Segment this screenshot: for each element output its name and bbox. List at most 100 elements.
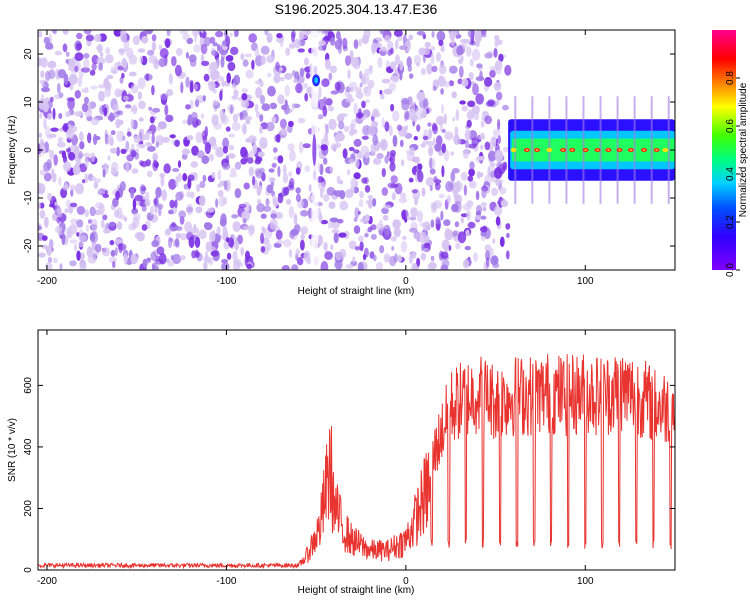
noise-blob — [420, 68, 426, 75]
noise-blob — [268, 168, 275, 173]
noise-blob — [387, 182, 397, 189]
spectral-feature — [312, 134, 317, 166]
noise-blob — [198, 229, 207, 240]
noise-blob — [90, 117, 100, 126]
noise-blob — [190, 161, 198, 168]
noise-blob — [242, 59, 249, 67]
noise-blob — [339, 200, 349, 211]
noise-blob — [240, 246, 245, 256]
noise-blob — [462, 259, 470, 269]
noise-blob — [130, 118, 134, 129]
x-tick-label: 100 — [577, 276, 594, 287]
noise-blob — [123, 95, 129, 101]
noise-blob — [428, 128, 433, 140]
noise-blob — [83, 53, 90, 59]
noise-blob — [229, 32, 233, 37]
noise-blob — [211, 171, 216, 179]
noise-blob — [455, 109, 460, 121]
noise-blob — [337, 218, 344, 224]
noise-blob — [475, 204, 483, 214]
noise-blob — [166, 30, 171, 37]
noise-blob — [105, 47, 111, 55]
noise-blob — [392, 73, 400, 83]
noise-blob — [58, 113, 63, 119]
noise-blob — [131, 208, 138, 215]
noise-blob — [46, 245, 52, 256]
noise-blob — [444, 229, 454, 241]
noise-blob — [84, 173, 89, 184]
noise-blob — [357, 262, 364, 270]
noise-blob — [82, 152, 91, 158]
noise-blob — [81, 103, 89, 113]
noise-blob — [404, 125, 408, 131]
noise-blob — [167, 261, 175, 267]
noise-blob — [150, 205, 154, 216]
noise-blob — [492, 255, 498, 264]
noise-blob — [109, 147, 118, 154]
noise-blob — [62, 43, 68, 53]
noise-blob — [200, 30, 204, 34]
noise-blob — [427, 122, 432, 127]
noise-blob — [89, 69, 96, 76]
noise-blob — [401, 159, 405, 167]
noise-blob — [304, 57, 309, 66]
noise-blob — [420, 252, 427, 261]
noise-blob — [62, 30, 69, 35]
colorbar-label: Normalized spectral amplitude — [738, 82, 749, 217]
noise-blob — [165, 228, 172, 235]
noise-blob — [431, 65, 438, 73]
band-peak — [662, 148, 669, 152]
noise-blob — [426, 140, 434, 147]
noise-blob — [328, 201, 336, 209]
noise-blob — [84, 209, 89, 218]
noise-blob — [383, 88, 393, 95]
noise-blob — [302, 143, 311, 149]
noise-blob — [305, 72, 311, 79]
colorbar-tick-label: 0.0 — [725, 263, 736, 277]
noise-blob — [417, 170, 424, 183]
noise-blob — [132, 222, 136, 229]
noise-blob — [138, 100, 146, 110]
noise-blob — [473, 252, 478, 263]
noise-blob — [110, 161, 119, 174]
snr-x-label: Height of straight line (km) — [298, 585, 415, 596]
noise-blob — [203, 36, 211, 47]
noise-blob — [277, 165, 281, 178]
noise-blob — [440, 210, 444, 221]
noise-blob — [348, 240, 357, 250]
noise-blob — [451, 167, 460, 174]
noise-blob — [407, 65, 412, 72]
noise-blob — [234, 240, 239, 251]
noise-blob — [438, 39, 444, 47]
noise-blob — [103, 229, 111, 234]
noise-blob — [286, 185, 295, 191]
noise-blob — [108, 222, 115, 227]
noise-blob — [295, 193, 301, 202]
noise-blob — [169, 199, 176, 209]
noise-blob — [222, 40, 228, 47]
noise-blob — [432, 85, 437, 92]
noise-blob — [462, 203, 472, 211]
noise-blob — [416, 257, 421, 267]
noise-blob — [231, 214, 239, 219]
y-tick-label: 400 — [23, 438, 34, 455]
noise-blob — [304, 165, 311, 173]
noise-blob — [493, 81, 502, 91]
noise-blob — [38, 252, 46, 258]
noise-blob — [68, 58, 74, 64]
noise-blob — [86, 246, 93, 258]
noise-blob — [49, 149, 55, 160]
noise-blob — [430, 256, 435, 265]
noise-blob — [56, 82, 61, 94]
noise-blob — [327, 220, 332, 229]
noise-blob — [205, 241, 212, 252]
noise-blob — [76, 42, 82, 51]
noise-blob — [179, 255, 186, 261]
noise-blob — [138, 117, 144, 122]
noise-blob — [97, 43, 103, 54]
noise-blob — [460, 171, 468, 181]
noise-blob — [399, 139, 404, 148]
noise-blob — [495, 100, 500, 106]
noise-blob — [230, 104, 233, 115]
noise-blob — [82, 179, 86, 184]
